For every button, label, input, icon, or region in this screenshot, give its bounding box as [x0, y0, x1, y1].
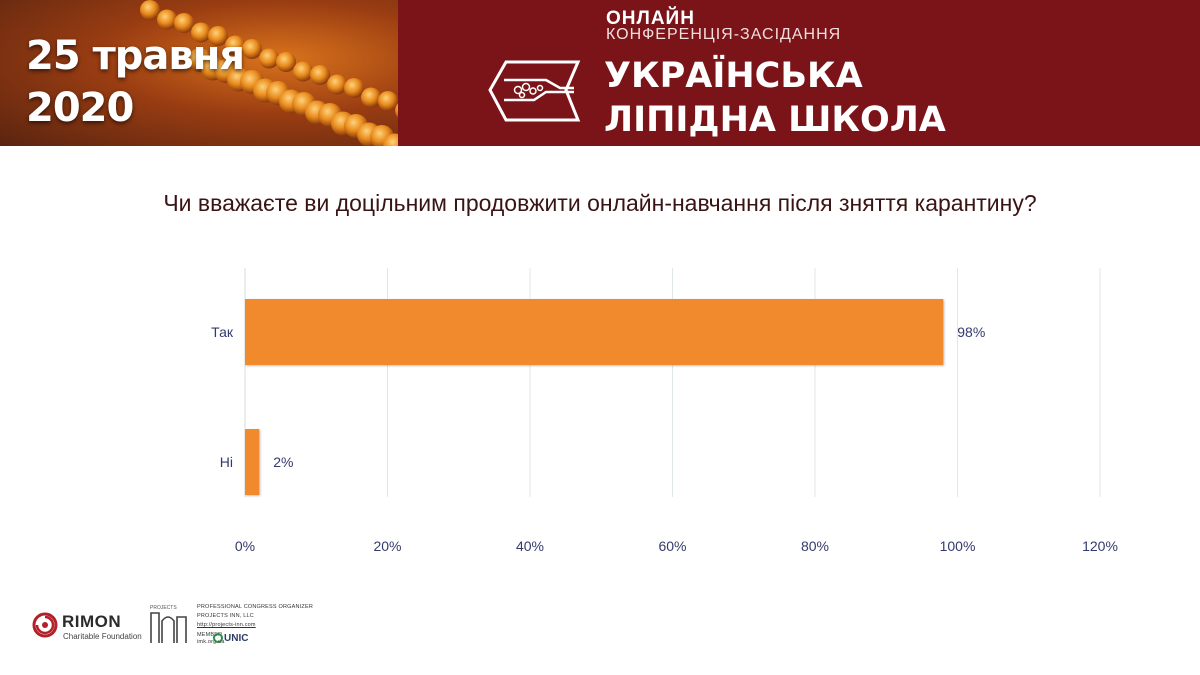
lipid-head — [242, 39, 262, 59]
lipid-head — [140, 0, 160, 20]
rimon-logo-icon — [32, 612, 58, 638]
event-date: 25 травня 2020 — [26, 30, 245, 134]
x-tick-label: 100% — [940, 538, 976, 554]
conference-logo-icon — [488, 60, 581, 122]
projects-inn-logo-text: PROJECTS — [150, 605, 177, 611]
conference-title-line2: ЛІПІДНА ШКОЛА — [604, 100, 946, 140]
lipid-head — [383, 133, 398, 146]
survey-question: Чи вважаєте ви доцільним продовжити онла… — [163, 190, 1037, 216]
conference-title: УКРАЇНСЬКА ЛІПІДНА ШКОЛА — [604, 54, 946, 142]
lipid-head — [293, 61, 313, 82]
lipid-head — [378, 91, 398, 111]
chart-data-labels: 98% 2% — [273, 324, 985, 470]
bar-chart: Так Ні 98% 2% 0% 20% 40% 60% 80% 100% 120% — [211, 268, 1118, 554]
lipid-head — [361, 87, 381, 108]
bar — [245, 299, 944, 365]
lipid-head — [310, 65, 330, 85]
category-label: Ні — [220, 454, 233, 470]
rimon-name: RIMON — [62, 612, 122, 631]
member-label: MEMBER — [197, 632, 223, 638]
x-tick-label: 80% — [801, 538, 829, 554]
event-date-line2: 2020 — [26, 85, 134, 131]
projects-inn-link[interactable]: http://projects-inn.com — [197, 622, 256, 628]
lipid-head — [395, 103, 398, 118]
lipid-head — [191, 22, 211, 43]
x-tick-label: 120% — [1082, 538, 1118, 554]
lipid-membrane-image — [0, 0, 398, 146]
chart-category-labels: Так Ні — [211, 324, 234, 470]
lipid-head — [225, 35, 245, 56]
projects-inn-logo-icon: PROJECTS — [150, 605, 187, 643]
data-label: 2% — [273, 454, 293, 470]
lipid-head — [157, 9, 177, 30]
rimon-subtitle: Charitable Foundation — [63, 632, 142, 641]
conference-kicker-type: КОНФЕРЕНЦІЯ-ЗАСІДАННЯ — [606, 26, 842, 43]
lipid-head — [208, 26, 228, 46]
lipid-head — [276, 52, 296, 72]
member-site: imk.org.ua — [197, 639, 225, 645]
lipid-bilayer-illustration — [140, 0, 398, 146]
projects-inn-line2: PROJECTS INN, LLC — [197, 613, 254, 619]
event-date-line1: 25 травня — [26, 33, 245, 79]
category-label: Так — [211, 324, 234, 340]
lipid-head — [174, 13, 194, 33]
lipid-head — [327, 74, 347, 95]
header-banner: 25 травня 2020 ОНЛАЙН КОНФЕРЕНЦІЯ-ЗАСІДА… — [0, 0, 1200, 146]
data-label: 98% — [957, 324, 985, 340]
x-tick-label: 40% — [516, 538, 544, 554]
projects-inn-line1: PROFESSIONAL CONGRESS ORGANIZER — [197, 604, 314, 610]
x-tick-label: 60% — [658, 538, 686, 554]
chart-x-tick-labels: 0% 20% 40% 60% 80% 100% 120% — [235, 538, 1118, 554]
x-tick-label: 0% — [235, 538, 255, 554]
unic-logo-icon — [213, 633, 223, 643]
bar — [245, 429, 260, 495]
lipid-head — [344, 78, 364, 98]
conference-kicker-online: ОНЛАЙН — [606, 8, 695, 29]
chart-bars — [245, 299, 944, 495]
unic-label: UNIC — [224, 633, 249, 644]
conference-title-line1: УКРАЇНСЬКА — [604, 56, 863, 96]
lipid-head — [259, 48, 279, 69]
x-tick-label: 20% — [373, 538, 401, 554]
